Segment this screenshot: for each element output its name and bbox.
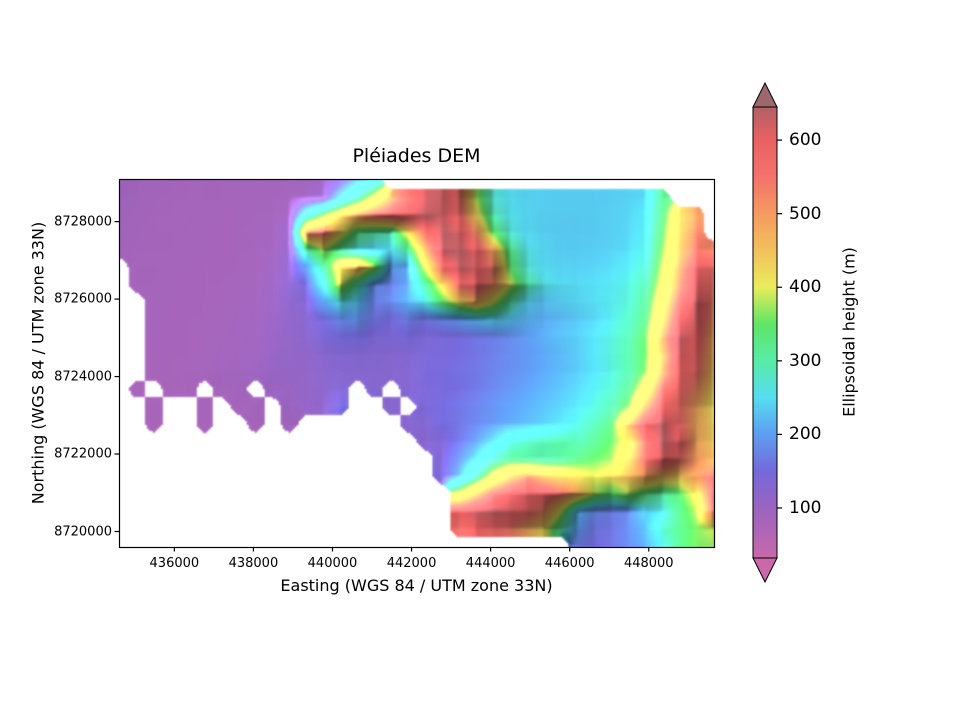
colorbar-tick-label: 400 xyxy=(789,277,822,298)
y-tick-label: 8724000 xyxy=(54,369,112,385)
x-tick-label: 440000 xyxy=(307,556,358,571)
y-tick-label: 8726000 xyxy=(54,291,112,307)
x-tick-label: 436000 xyxy=(149,556,200,571)
y-tick-label: 8728000 xyxy=(54,214,112,230)
colorbar-gradient xyxy=(752,106,778,559)
x-tick-label: 442000 xyxy=(386,556,437,571)
x-tick-label: 446000 xyxy=(544,556,595,571)
colorbar-tick-label: 200 xyxy=(789,424,822,445)
y-axis-label: Northing (WGS 84 / UTM zone 33N) xyxy=(28,221,48,505)
x-tick-label: 438000 xyxy=(228,556,279,571)
colorbar-under-arrow xyxy=(752,557,778,584)
colorbar-over-arrow xyxy=(752,81,778,108)
y-tick-label: 8720000 xyxy=(54,524,112,539)
colorbar-tick-label: 600 xyxy=(789,130,822,151)
x-tick-label: 444000 xyxy=(465,556,516,571)
y-tick-label: 8722000 xyxy=(54,446,112,462)
colorbar-label: Ellipsoidal height (m) xyxy=(839,247,859,417)
dem-raster-image xyxy=(119,179,714,547)
chart-title: Pléiades DEM xyxy=(352,145,481,167)
colorbar-tick-label: 300 xyxy=(789,350,822,371)
x-axis-label: Easting (WGS 84 / UTM zone 33N) xyxy=(280,576,553,595)
colorbar-tick-label: 100 xyxy=(789,497,822,518)
colorbar-tick-label: 500 xyxy=(789,203,822,224)
x-tick-label: 448000 xyxy=(623,556,674,571)
colorbar xyxy=(752,81,782,584)
